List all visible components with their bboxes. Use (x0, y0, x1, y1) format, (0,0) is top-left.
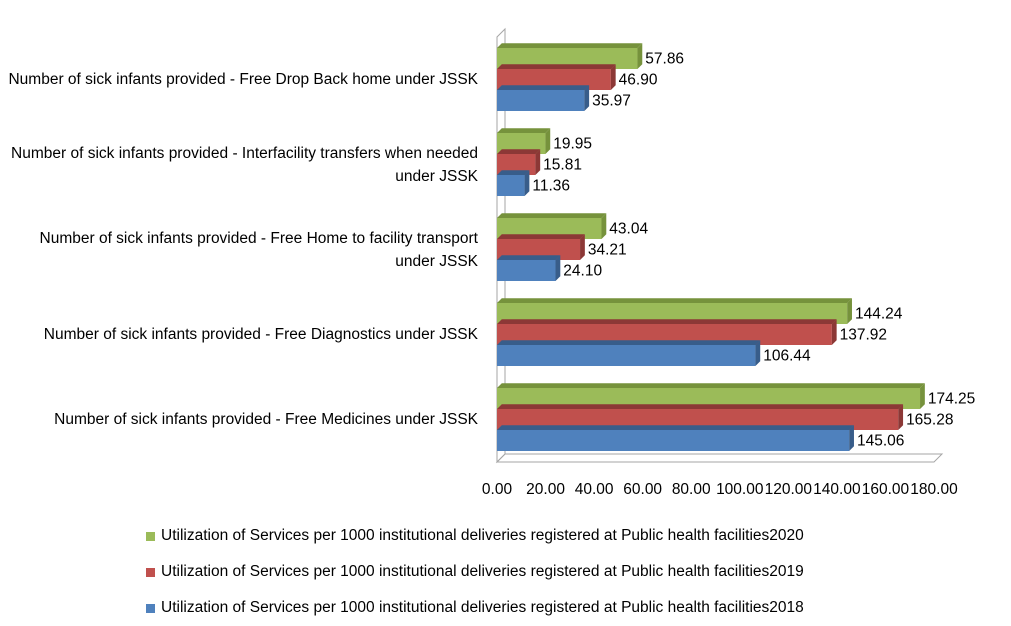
legend-item: Utilization of Services per 1000 institu… (146, 590, 804, 626)
bar-top-face (497, 85, 590, 90)
bar-top-face (497, 234, 585, 239)
data-label: 174.25 (928, 391, 975, 408)
bar-end-face (545, 128, 551, 154)
bar-end-face (584, 85, 590, 111)
x-tick-label: 0.00 (482, 481, 513, 498)
category-label: Number of sick infants provided - Interf… (11, 144, 478, 185)
x-tick-label: 160.00 (862, 481, 910, 498)
bar (497, 239, 581, 260)
bar-top-face (497, 213, 607, 218)
data-label: 15.81 (543, 157, 582, 174)
bar-end-face (555, 255, 561, 281)
bar (497, 303, 848, 324)
category-label: Number of sick infants provided - Free H… (39, 229, 478, 270)
x-tick-label: 100.00 (716, 481, 764, 498)
data-label: 19.95 (553, 136, 592, 153)
bar (497, 345, 756, 366)
bar-top-face (497, 149, 541, 154)
bar (497, 260, 556, 281)
legend: Utilization of Services per 1000 institu… (146, 518, 804, 626)
bar (497, 409, 899, 430)
x-tick-label: 140.00 (813, 481, 861, 498)
legend-item: Utilization of Services per 1000 institu… (146, 554, 804, 590)
data-label: 43.04 (609, 221, 648, 238)
bar-end-face (535, 149, 541, 175)
category-label: Number of sick infants provided - Free D… (43, 326, 478, 343)
bar (497, 133, 546, 154)
data-label: 137.92 (840, 327, 887, 344)
data-label: 11.36 (532, 178, 570, 195)
x-tick-label: 40.00 (575, 481, 614, 498)
bar-end-face (524, 170, 530, 196)
data-label: 46.90 (619, 72, 658, 89)
bar-end-face (637, 43, 643, 69)
data-label: 144.24 (855, 306, 903, 323)
category-label: Number of sick infants provided - Free D… (8, 71, 478, 88)
data-label: 35.97 (592, 93, 631, 110)
bar-top-face (497, 128, 551, 133)
bar (497, 430, 850, 451)
bar (497, 388, 921, 409)
data-label: 145.06 (857, 433, 904, 450)
bar-top-face (497, 340, 761, 345)
bar-end-face (755, 340, 761, 366)
bar-end-face (849, 425, 854, 451)
bar-end-face (580, 234, 585, 260)
bar (497, 218, 602, 239)
bar-top-face (497, 319, 837, 324)
x-tick-label: 20.00 (526, 481, 565, 498)
data-label: 106.44 (763, 348, 811, 365)
bar-top-face (497, 43, 643, 48)
legend-label: Utilization of Services per 1000 institu… (161, 563, 804, 580)
legend-swatch (146, 603, 155, 613)
x-tick-label: 120.00 (765, 481, 813, 498)
bar-end-face (610, 64, 616, 90)
bar (497, 69, 611, 90)
bar (497, 48, 638, 69)
data-label: 34.21 (588, 242, 627, 259)
x-tick-label: 180.00 (910, 481, 958, 498)
x-tick-label: 80.00 (672, 481, 711, 498)
bar-top-face (497, 255, 561, 260)
data-label: 165.28 (906, 412, 953, 429)
bar (497, 90, 585, 111)
legend-item: Utilization of Services per 1000 institu… (146, 518, 804, 554)
data-label: 24.10 (563, 263, 602, 280)
bar-top-face (497, 383, 925, 388)
bar-top-face (497, 404, 904, 409)
data-label: 57.86 (645, 51, 684, 68)
category-label: Number of sick infants provided - Free M… (54, 411, 478, 428)
bar-top-face (497, 170, 530, 175)
bar-end-face (847, 298, 852, 324)
x-tick-label: 60.00 (623, 481, 662, 498)
bar-end-face (920, 383, 925, 409)
bar (497, 154, 536, 175)
bar-end-face (601, 213, 607, 239)
legend-label: Utilization of Services per 1000 institu… (161, 599, 804, 616)
legend-label: Utilization of Services per 1000 institu… (161, 527, 804, 544)
legend-swatch (146, 567, 155, 577)
bar (497, 175, 525, 196)
bar-end-face (898, 404, 904, 430)
bar-top-face (497, 64, 616, 69)
bar (497, 324, 832, 345)
legend-swatch (146, 531, 155, 541)
bar-top-face (497, 298, 852, 303)
bar-end-face (831, 319, 837, 345)
bar-top-face (497, 425, 854, 430)
floor (495, 453, 944, 463)
